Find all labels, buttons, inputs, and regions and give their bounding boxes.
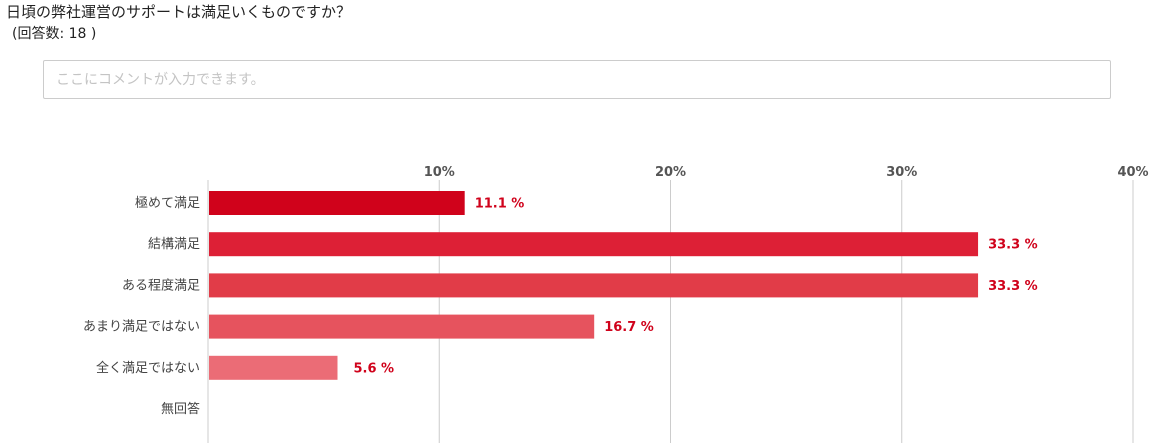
grid-lines bbox=[207, 180, 1134, 443]
category-label: 極めて満足 bbox=[135, 195, 200, 211]
axis-tick-labels: 10% 20% 30% 40% bbox=[424, 165, 1149, 180]
category-label: 結構満足 bbox=[148, 237, 200, 252]
bar bbox=[209, 314, 595, 339]
bars bbox=[209, 191, 979, 380]
category-label: ある程度満足 bbox=[122, 277, 200, 293]
value-label: 11.1 % bbox=[475, 197, 525, 212]
x-tick-label: 30% bbox=[886, 165, 917, 180]
value-labels: 11.1 % 33.3 % 33.3 % 16.7 % 5.6 % bbox=[354, 197, 1038, 377]
comment-input[interactable] bbox=[43, 60, 1111, 99]
bar bbox=[209, 355, 338, 380]
category-label: 全く満足ではない bbox=[96, 360, 200, 376]
bar bbox=[209, 232, 979, 257]
bar bbox=[209, 273, 979, 298]
value-label: 5.6 % bbox=[354, 361, 395, 376]
answer-count: (回答数: 18 ) bbox=[12, 26, 97, 42]
value-label: 33.3 % bbox=[988, 279, 1038, 294]
category-label: あまり満足ではない bbox=[83, 320, 200, 335]
x-tick-label: 10% bbox=[424, 165, 455, 180]
question-title: 日頃の弊社運営のサポートは満足いくものですか？ bbox=[6, 3, 352, 21]
value-label: 16.7 % bbox=[604, 320, 654, 335]
bar-chart: 10% 20% 30% 40% 極めて満足結構満足ある程度満足あまり満足ではない全く満… bbox=[83, 165, 1149, 443]
x-tick-label: 40% bbox=[1117, 165, 1148, 180]
category-label: 無回答 bbox=[161, 401, 200, 417]
value-label: 33.3 % bbox=[988, 238, 1038, 253]
bar bbox=[209, 191, 465, 215]
x-tick-label: 20% bbox=[655, 165, 686, 180]
